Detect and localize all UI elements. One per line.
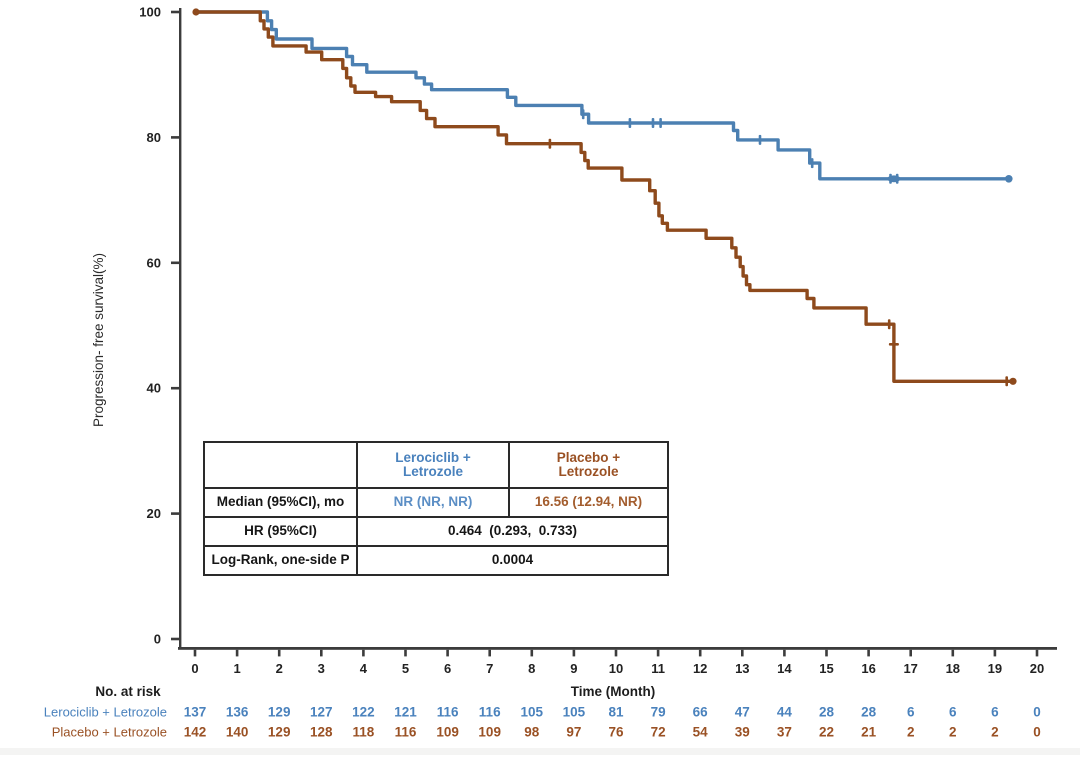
- svg-text:79: 79: [651, 705, 666, 720]
- svg-text:28: 28: [819, 705, 835, 720]
- svg-text:122: 122: [352, 705, 375, 720]
- svg-text:11: 11: [651, 661, 665, 676]
- svg-text:116: 116: [479, 705, 501, 720]
- svg-text:Lerociclib + Letrozole: Lerociclib + Letrozole: [44, 705, 167, 720]
- svg-text:105: 105: [563, 705, 586, 720]
- svg-text:12: 12: [693, 661, 707, 676]
- svg-text:105: 105: [521, 705, 544, 720]
- svg-text:80: 80: [147, 130, 161, 145]
- svg-text:2: 2: [907, 725, 915, 740]
- svg-text:137: 137: [184, 705, 207, 720]
- svg-text:60: 60: [147, 255, 161, 270]
- svg-text:Progression- free survival(%): Progression- free survival(%): [91, 253, 106, 427]
- svg-text:28: 28: [861, 705, 877, 720]
- svg-text:54: 54: [693, 725, 709, 740]
- svg-text:97: 97: [566, 725, 581, 740]
- svg-text:37: 37: [777, 725, 792, 740]
- svg-text:76: 76: [608, 725, 624, 740]
- svg-text:5: 5: [402, 661, 409, 676]
- svg-text:140: 140: [226, 725, 249, 740]
- svg-text:136: 136: [226, 705, 249, 720]
- svg-text:127: 127: [310, 705, 333, 720]
- svg-text:66: 66: [693, 705, 709, 720]
- svg-text:0: 0: [191, 661, 198, 676]
- svg-text:129: 129: [268, 725, 291, 740]
- svg-text:72: 72: [651, 725, 666, 740]
- svg-text:3: 3: [318, 661, 325, 676]
- svg-text:6: 6: [907, 705, 915, 720]
- svg-text:109: 109: [478, 725, 501, 740]
- svg-text:142: 142: [184, 725, 207, 740]
- svg-text:109: 109: [436, 725, 459, 740]
- svg-text:16: 16: [861, 661, 875, 676]
- svg-text:10: 10: [609, 661, 623, 676]
- svg-text:18: 18: [946, 661, 960, 676]
- svg-text:100: 100: [139, 5, 161, 20]
- svg-text:6: 6: [949, 705, 957, 720]
- svg-text:7: 7: [486, 661, 493, 676]
- svg-text:4: 4: [360, 661, 368, 676]
- svg-text:9: 9: [570, 661, 577, 676]
- svg-text:6: 6: [991, 705, 999, 720]
- svg-text:15: 15: [819, 661, 833, 676]
- svg-text:8: 8: [528, 661, 535, 676]
- svg-text:116: 116: [395, 725, 417, 740]
- svg-text:47: 47: [735, 705, 750, 720]
- svg-text:81: 81: [608, 705, 624, 720]
- svg-text:40: 40: [147, 381, 161, 396]
- svg-text:98: 98: [524, 725, 540, 740]
- svg-text:128: 128: [310, 725, 333, 740]
- svg-text:0: 0: [154, 632, 161, 647]
- svg-text:0: 0: [1033, 705, 1041, 720]
- svg-text:20: 20: [147, 506, 161, 521]
- svg-text:2: 2: [949, 725, 957, 740]
- svg-text:Time (Month): Time (Month): [571, 684, 656, 699]
- svg-text:19: 19: [988, 661, 1002, 676]
- svg-text:118: 118: [353, 725, 375, 740]
- svg-text:20: 20: [1030, 661, 1044, 676]
- svg-text:17: 17: [903, 661, 917, 676]
- svg-text:121: 121: [394, 705, 417, 720]
- svg-text:6: 6: [444, 661, 451, 676]
- svg-text:13: 13: [735, 661, 749, 676]
- svg-text:22: 22: [819, 725, 834, 740]
- svg-text:Placebo + Letrozole: Placebo + Letrozole: [52, 725, 167, 740]
- svg-text:39: 39: [735, 725, 750, 740]
- svg-text:No. at risk: No. at risk: [95, 684, 161, 699]
- svg-text:116: 116: [437, 705, 459, 720]
- svg-text:21: 21: [861, 725, 877, 740]
- svg-text:129: 129: [268, 705, 291, 720]
- svg-text:44: 44: [777, 705, 793, 720]
- svg-text:1: 1: [233, 661, 240, 676]
- svg-text:2: 2: [991, 725, 999, 740]
- svg-text:2: 2: [276, 661, 283, 676]
- svg-text:0: 0: [1033, 725, 1041, 740]
- svg-text:14: 14: [777, 661, 792, 676]
